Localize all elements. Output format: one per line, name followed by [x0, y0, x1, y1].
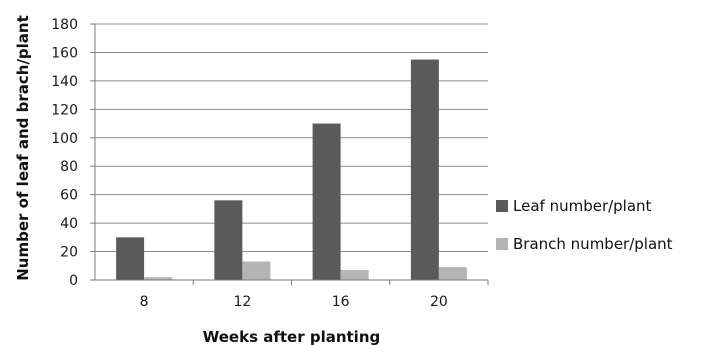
- y-tick-label: 160: [51, 45, 78, 61]
- y-tick-label: 20: [60, 245, 78, 261]
- x-tick-label: 16: [332, 294, 350, 310]
- x-tick-label: 20: [430, 294, 448, 310]
- y-tick-label: 60: [60, 188, 78, 204]
- gridlines: [95, 23, 488, 253]
- bar-leaf-20: [410, 59, 439, 280]
- legend-label: Leaf number/plant: [513, 197, 652, 215]
- legend-label: Branch number/plant: [513, 235, 673, 253]
- y-tick-label: 80: [60, 159, 78, 175]
- y-tick-label: 140: [51, 74, 78, 90]
- legend-swatch: [496, 238, 508, 250]
- bar-branch-12: [242, 261, 271, 280]
- x-tick-label: 8: [140, 294, 149, 310]
- bar-leaf-12: [214, 200, 243, 280]
- bar-leaf-16: [312, 123, 341, 280]
- y-tick-label: 40: [60, 216, 78, 232]
- bar-branch-16: [340, 270, 369, 280]
- x-axis-title: Weeks after planting: [203, 328, 381, 345]
- legend-swatch: [496, 200, 508, 212]
- x-tick-label: 12: [233, 294, 251, 310]
- y-tick-label: 180: [51, 17, 78, 33]
- bar-leaf-8: [116, 237, 145, 280]
- bar-branch-20: [438, 267, 467, 280]
- y-axis-title: Number of leaf and brach/plant: [14, 15, 32, 281]
- y-tick-label: 100: [51, 131, 78, 147]
- y-tick-label: 0: [69, 273, 78, 289]
- legend: Leaf number/plant Branch number/plant: [496, 197, 673, 253]
- y-axis-ticks: 0 20 40 60 80 100 120 140 160 180: [51, 17, 95, 289]
- x-axis-ticks: 8 12 16 20: [140, 280, 489, 310]
- bars: [116, 59, 467, 280]
- y-tick-label: 120: [51, 102, 78, 118]
- bar-branch-8: [144, 277, 173, 280]
